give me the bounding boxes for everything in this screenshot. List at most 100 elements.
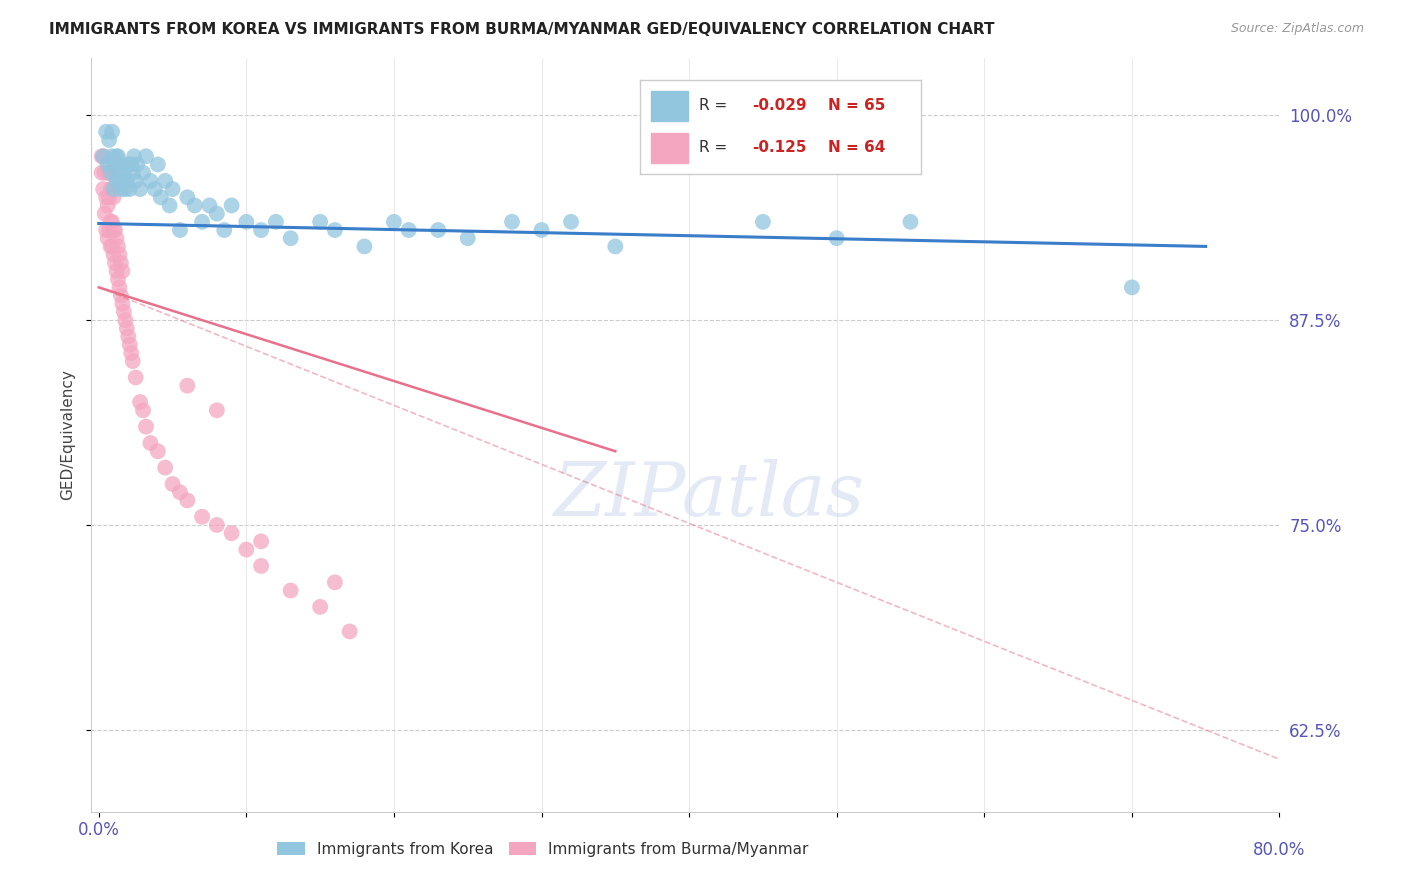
Point (398, 223, 420, 237)
Point (104, 256, 127, 270)
Point (221, 198, 243, 212)
Point (97, 231, 120, 245)
Point (114, 182, 136, 196)
Point (139, 174, 162, 188)
Point (752, 215, 775, 229)
Point (501, 215, 523, 229)
Point (183, 198, 205, 212)
Point (101, 182, 124, 196)
Point (98, 190, 121, 204)
Point (250, 558, 273, 573)
Point (94, 223, 117, 237)
Point (122, 149, 145, 163)
Point (115, 321, 138, 335)
Point (825, 231, 848, 245)
Point (105, 264, 128, 278)
Point (98, 223, 121, 237)
Point (235, 215, 257, 229)
Point (382, 215, 405, 229)
Point (104, 223, 127, 237)
Bar (651, 91, 688, 120)
Point (100, 239, 122, 253)
Point (101, 215, 124, 229)
Point (112, 166, 135, 180)
Point (103, 247, 125, 261)
Point (103, 223, 125, 237)
Point (339, 624, 361, 639)
Point (100, 166, 122, 180)
Point (100, 182, 122, 196)
Text: ZIPatlas: ZIPatlas (554, 458, 865, 532)
Point (323, 223, 346, 237)
Point (98, 166, 121, 180)
Point (108, 174, 131, 188)
Point (101, 149, 124, 163)
Point (191, 215, 214, 229)
Point (100, 215, 122, 229)
Point (900, 215, 922, 229)
Point (191, 509, 214, 524)
Point (108, 280, 131, 294)
Point (205, 518, 228, 533)
Point (132, 166, 155, 180)
Point (93, 207, 115, 221)
Text: R =: R = (699, 98, 733, 113)
Point (110, 288, 132, 302)
Point (159, 198, 181, 212)
Bar (651, 133, 688, 162)
Point (98, 133, 121, 147)
Point (105, 149, 128, 163)
Point (309, 215, 332, 229)
Point (280, 231, 302, 245)
Text: -0.125: -0.125 (752, 140, 807, 155)
Point (280, 583, 302, 598)
Point (110, 157, 132, 171)
Point (103, 190, 125, 204)
Point (205, 207, 228, 221)
Point (111, 174, 134, 188)
Point (120, 157, 142, 171)
Point (110, 256, 132, 270)
Point (605, 239, 627, 253)
Point (97, 198, 120, 212)
Point (250, 223, 273, 237)
Point (101, 239, 124, 253)
Point (176, 493, 198, 508)
Point (93, 166, 115, 180)
Point (176, 378, 198, 392)
Text: N = 64: N = 64 (828, 140, 886, 155)
Point (169, 223, 191, 237)
Point (103, 157, 125, 171)
Text: -0.029: -0.029 (752, 98, 807, 113)
Point (121, 354, 143, 368)
Point (124, 174, 146, 188)
Point (176, 190, 198, 204)
Point (124, 370, 146, 384)
Text: N = 65: N = 65 (828, 98, 886, 113)
Point (94, 190, 117, 204)
Point (108, 247, 131, 261)
Point (115, 174, 138, 188)
Point (90, 166, 112, 180)
Point (103, 182, 125, 196)
Point (94, 125, 117, 139)
Point (323, 575, 346, 590)
Text: Source: ZipAtlas.com: Source: ZipAtlas.com (1230, 22, 1364, 36)
Point (169, 485, 191, 500)
Point (427, 223, 450, 237)
Point (162, 477, 184, 491)
Point (264, 215, 287, 229)
Point (97, 157, 120, 171)
Point (118, 182, 141, 196)
Point (146, 444, 169, 458)
Point (530, 223, 553, 237)
Text: IMMIGRANTS FROM KOREA VS IMMIGRANTS FROM BURMA/MYANMAR GED/EQUIVALENCY CORRELATI: IMMIGRANTS FROM KOREA VS IMMIGRANTS FROM… (49, 22, 994, 37)
Point (90, 149, 112, 163)
Point (110, 182, 132, 196)
Point (120, 346, 142, 360)
Text: R =: R = (699, 140, 733, 155)
Y-axis label: GED/Equivalency: GED/Equivalency (60, 369, 76, 500)
Point (457, 231, 479, 245)
Point (111, 264, 134, 278)
Point (560, 215, 582, 229)
